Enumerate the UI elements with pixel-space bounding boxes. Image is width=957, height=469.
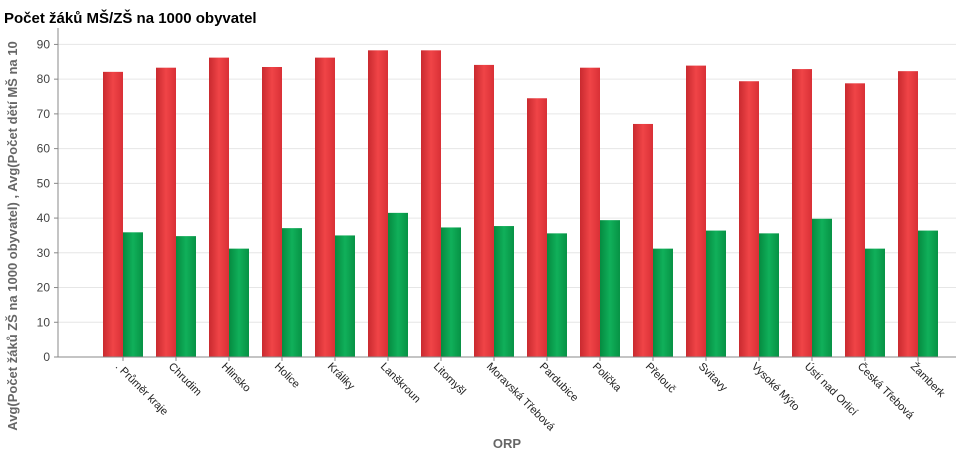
bar-red[interactable] [739, 81, 759, 357]
y-tick-label: 40 [37, 211, 51, 225]
y-tick-label: 50 [37, 176, 51, 190]
x-tick-label: Chrudim [166, 361, 204, 399]
bar-green[interactable] [653, 248, 673, 357]
x-tick-label: Přelouč [643, 361, 678, 396]
bar-green[interactable] [706, 230, 726, 357]
bar-red[interactable] [315, 57, 335, 358]
bar-red[interactable] [474, 64, 494, 357]
x-tick-label: Králiky [325, 361, 357, 393]
y-tick-label: 30 [37, 246, 51, 260]
x-tick-label: Žamberk [908, 360, 948, 400]
bar-red[interactable] [209, 57, 229, 358]
bar-red[interactable] [262, 66, 282, 357]
bar-green[interactable] [759, 233, 779, 357]
bar-red[interactable] [845, 83, 865, 357]
x-tick-label: Česká Třebová [855, 360, 917, 422]
y-tick-label: 70 [37, 107, 51, 121]
bar-green[interactable] [388, 212, 408, 357]
bar-green[interactable] [812, 218, 832, 357]
bar-green[interactable] [176, 236, 196, 357]
bar-red[interactable] [103, 71, 123, 357]
y-tick-label: 80 [37, 72, 51, 86]
x-axis-title: ORP [493, 436, 522, 451]
y-tick-label: 0 [43, 350, 50, 364]
bar-red[interactable] [156, 67, 176, 358]
x-tick-label: Hlinsko [219, 361, 253, 395]
bar-green[interactable] [494, 226, 514, 357]
bar-red[interactable] [792, 69, 812, 357]
x-tick-label: Litomyšl [431, 361, 468, 398]
x-tick-label: . Průměr kraje [113, 361, 170, 418]
x-tick-label: Vysoké Mýto [749, 361, 802, 414]
bar-green[interactable] [865, 248, 885, 357]
x-tick-label: Svitavy [696, 361, 730, 395]
bar-red[interactable] [421, 50, 441, 357]
bar-green[interactable] [441, 227, 461, 357]
bar-green[interactable] [335, 235, 355, 357]
bar-red[interactable] [686, 65, 706, 357]
bar-green[interactable] [282, 228, 302, 357]
y-tick-label: 20 [37, 281, 51, 295]
y-axis-title: Avg(Počet žáků ZŠ na 1000 obyvatel) , Av… [5, 41, 20, 430]
x-tick-label: Ústí nad Orlicí [802, 360, 860, 418]
bar-green[interactable] [918, 230, 938, 357]
x-tick-label: Polička [590, 361, 624, 395]
bar-red[interactable] [633, 123, 653, 357]
bars[interactable] [103, 50, 938, 358]
bar-red[interactable] [580, 67, 600, 358]
axis-labels: ORP Avg(Počet žáků ZŠ na 1000 obyvatel) ,… [5, 41, 521, 451]
x-tick-label: Pardubice [537, 361, 581, 405]
bar-red[interactable] [898, 71, 918, 358]
chart-title: Počet žáků MŠ/ZŠ na 1000 obyvatel [4, 10, 257, 27]
x-tick-label: Holice [272, 361, 302, 391]
x-tick-label: Lanškroun [378, 361, 423, 406]
y-tick-label: 90 [37, 37, 51, 51]
bar-green[interactable] [123, 232, 143, 357]
bar-green[interactable] [600, 220, 620, 357]
bar-red[interactable] [527, 98, 547, 357]
bar-red[interactable] [368, 50, 388, 357]
bar-green[interactable] [547, 233, 567, 357]
y-tick-label: 10 [37, 315, 51, 329]
y-tick-label: 60 [37, 142, 51, 156]
bar-green[interactable] [229, 248, 249, 357]
